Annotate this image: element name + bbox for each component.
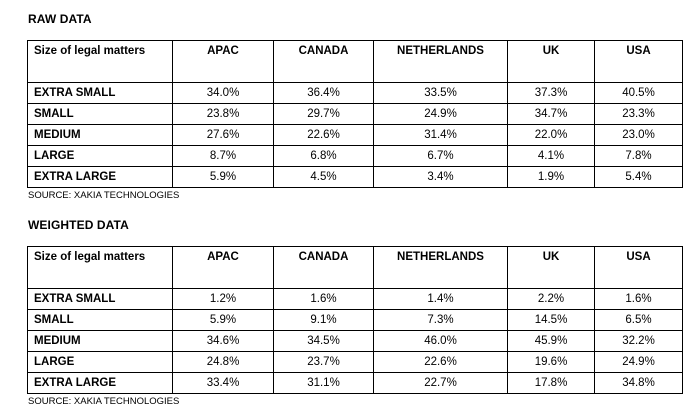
table-cell: 36.4%: [273, 82, 374, 104]
weighted-data-table: Size of legal matters APAC CANADA NETHER…: [27, 246, 683, 394]
table-header-row: Size of legal matters APAC CANADA NETHER…: [27, 40, 683, 83]
table-cell: 22.7%: [373, 372, 508, 394]
column-header-uk: UK: [507, 246, 595, 289]
table-cell: 23.0%: [594, 124, 683, 146]
raw-data-source: SOURCE: XAKIA TECHNOLOGIES: [28, 190, 180, 201]
table-cell: 1.6%: [273, 288, 374, 310]
table-cell: 34.0%: [172, 82, 274, 104]
row-label: MEDIUM: [27, 124, 173, 146]
row-label: LARGE: [27, 351, 173, 373]
table-cell: 22.0%: [507, 124, 595, 146]
weighted-data-title: WEIGHTED DATA: [28, 218, 129, 232]
table-cell: 37.3%: [507, 82, 595, 104]
table-row: SMALL 23.8% 29.7% 24.9% 34.7% 23.3%: [27, 103, 683, 125]
table-row: SMALL 5.9% 9.1% 7.3% 14.5% 6.5%: [27, 309, 683, 331]
row-label: LARGE: [27, 145, 173, 167]
column-header-apac: APAC: [172, 40, 274, 83]
table-row: LARGE 8.7% 6.8% 6.7% 4.1% 7.8%: [27, 145, 683, 167]
table-cell: 23.3%: [594, 103, 683, 125]
table-cell: 3.4%: [373, 166, 508, 188]
row-label: EXTRA SMALL: [27, 288, 173, 310]
table-cell: 1.2%: [172, 288, 274, 310]
table-row: MEDIUM 34.6% 34.5% 46.0% 45.9% 32.2%: [27, 330, 683, 352]
table-row: EXTRA LARGE 5.9% 4.5% 3.4% 1.9% 5.4%: [27, 166, 683, 188]
table-cell: 46.0%: [373, 330, 508, 352]
row-label: EXTRA SMALL: [27, 82, 173, 104]
raw-data-table: Size of legal matters APAC CANADA NETHER…: [27, 40, 683, 188]
table-cell: 6.8%: [273, 145, 374, 167]
table-row: MEDIUM 27.6% 22.6% 31.4% 22.0% 23.0%: [27, 124, 683, 146]
table-cell: 23.8%: [172, 103, 274, 125]
table-row: EXTRA SMALL 34.0% 36.4% 33.5% 37.3% 40.5…: [27, 82, 683, 104]
table-cell: 14.5%: [507, 309, 595, 331]
table-row: EXTRA SMALL 1.2% 1.6% 1.4% 2.2% 1.6%: [27, 288, 683, 310]
table-cell: 1.9%: [507, 166, 595, 188]
table-cell: 27.6%: [172, 124, 274, 146]
table-row: EXTRA LARGE 33.4% 31.1% 22.7% 17.8% 34.8…: [27, 372, 683, 394]
table-cell: 40.5%: [594, 82, 683, 104]
row-label: SMALL: [27, 103, 173, 125]
table-cell: 5.4%: [594, 166, 683, 188]
column-header-netherlands: NETHERLANDS: [373, 40, 508, 83]
table-cell: 22.6%: [273, 124, 374, 146]
table-cell: 45.9%: [507, 330, 595, 352]
column-header-netherlands: NETHERLANDS: [373, 246, 508, 289]
table-cell: 9.1%: [273, 309, 374, 331]
table-cell: 6.7%: [373, 145, 508, 167]
table-cell: 4.1%: [507, 145, 595, 167]
table-cell: 34.5%: [273, 330, 374, 352]
table-cell: 33.5%: [373, 82, 508, 104]
table-cell: 34.7%: [507, 103, 595, 125]
table-row: LARGE 24.8% 23.7% 22.6% 19.6% 24.9%: [27, 351, 683, 373]
table-cell: 34.6%: [172, 330, 274, 352]
column-header-usa: USA: [594, 40, 683, 83]
row-label: SMALL: [27, 309, 173, 331]
row-label: MEDIUM: [27, 330, 173, 352]
table-cell: 8.7%: [172, 145, 274, 167]
table-cell: 4.5%: [273, 166, 374, 188]
row-label: EXTRA LARGE: [27, 166, 173, 188]
table-cell: 22.6%: [373, 351, 508, 373]
table-cell: 2.2%: [507, 288, 595, 310]
column-header-size: Size of legal matters: [27, 40, 173, 83]
table-cell: 17.8%: [507, 372, 595, 394]
weighted-data-source: SOURCE: XAKIA TECHNOLOGIES: [28, 396, 180, 407]
table-cell: 6.5%: [594, 309, 683, 331]
table-cell: 24.9%: [373, 103, 508, 125]
table-cell: 29.7%: [273, 103, 374, 125]
table-cell: 5.9%: [172, 309, 274, 331]
column-header-uk: UK: [507, 40, 595, 83]
column-header-apac: APAC: [172, 246, 274, 289]
table-cell: 24.8%: [172, 351, 274, 373]
row-label: EXTRA LARGE: [27, 372, 173, 394]
table-cell: 24.9%: [594, 351, 683, 373]
table-cell: 32.2%: [594, 330, 683, 352]
table-cell: 7.8%: [594, 145, 683, 167]
column-header-usa: USA: [594, 246, 683, 289]
table-cell: 23.7%: [273, 351, 374, 373]
column-header-canada: CANADA: [273, 246, 374, 289]
table-cell: 33.4%: [172, 372, 274, 394]
table-cell: 7.3%: [373, 309, 508, 331]
table-cell: 1.6%: [594, 288, 683, 310]
table-cell: 34.8%: [594, 372, 683, 394]
table-cell: 19.6%: [507, 351, 595, 373]
table-cell: 31.4%: [373, 124, 508, 146]
table-cell: 5.9%: [172, 166, 274, 188]
table-header-row: Size of legal matters APAC CANADA NETHER…: [27, 246, 683, 289]
table-cell: 31.1%: [273, 372, 374, 394]
column-header-canada: CANADA: [273, 40, 374, 83]
raw-data-title: RAW DATA: [28, 12, 92, 26]
column-header-size: Size of legal matters: [27, 246, 173, 289]
table-cell: 1.4%: [373, 288, 508, 310]
